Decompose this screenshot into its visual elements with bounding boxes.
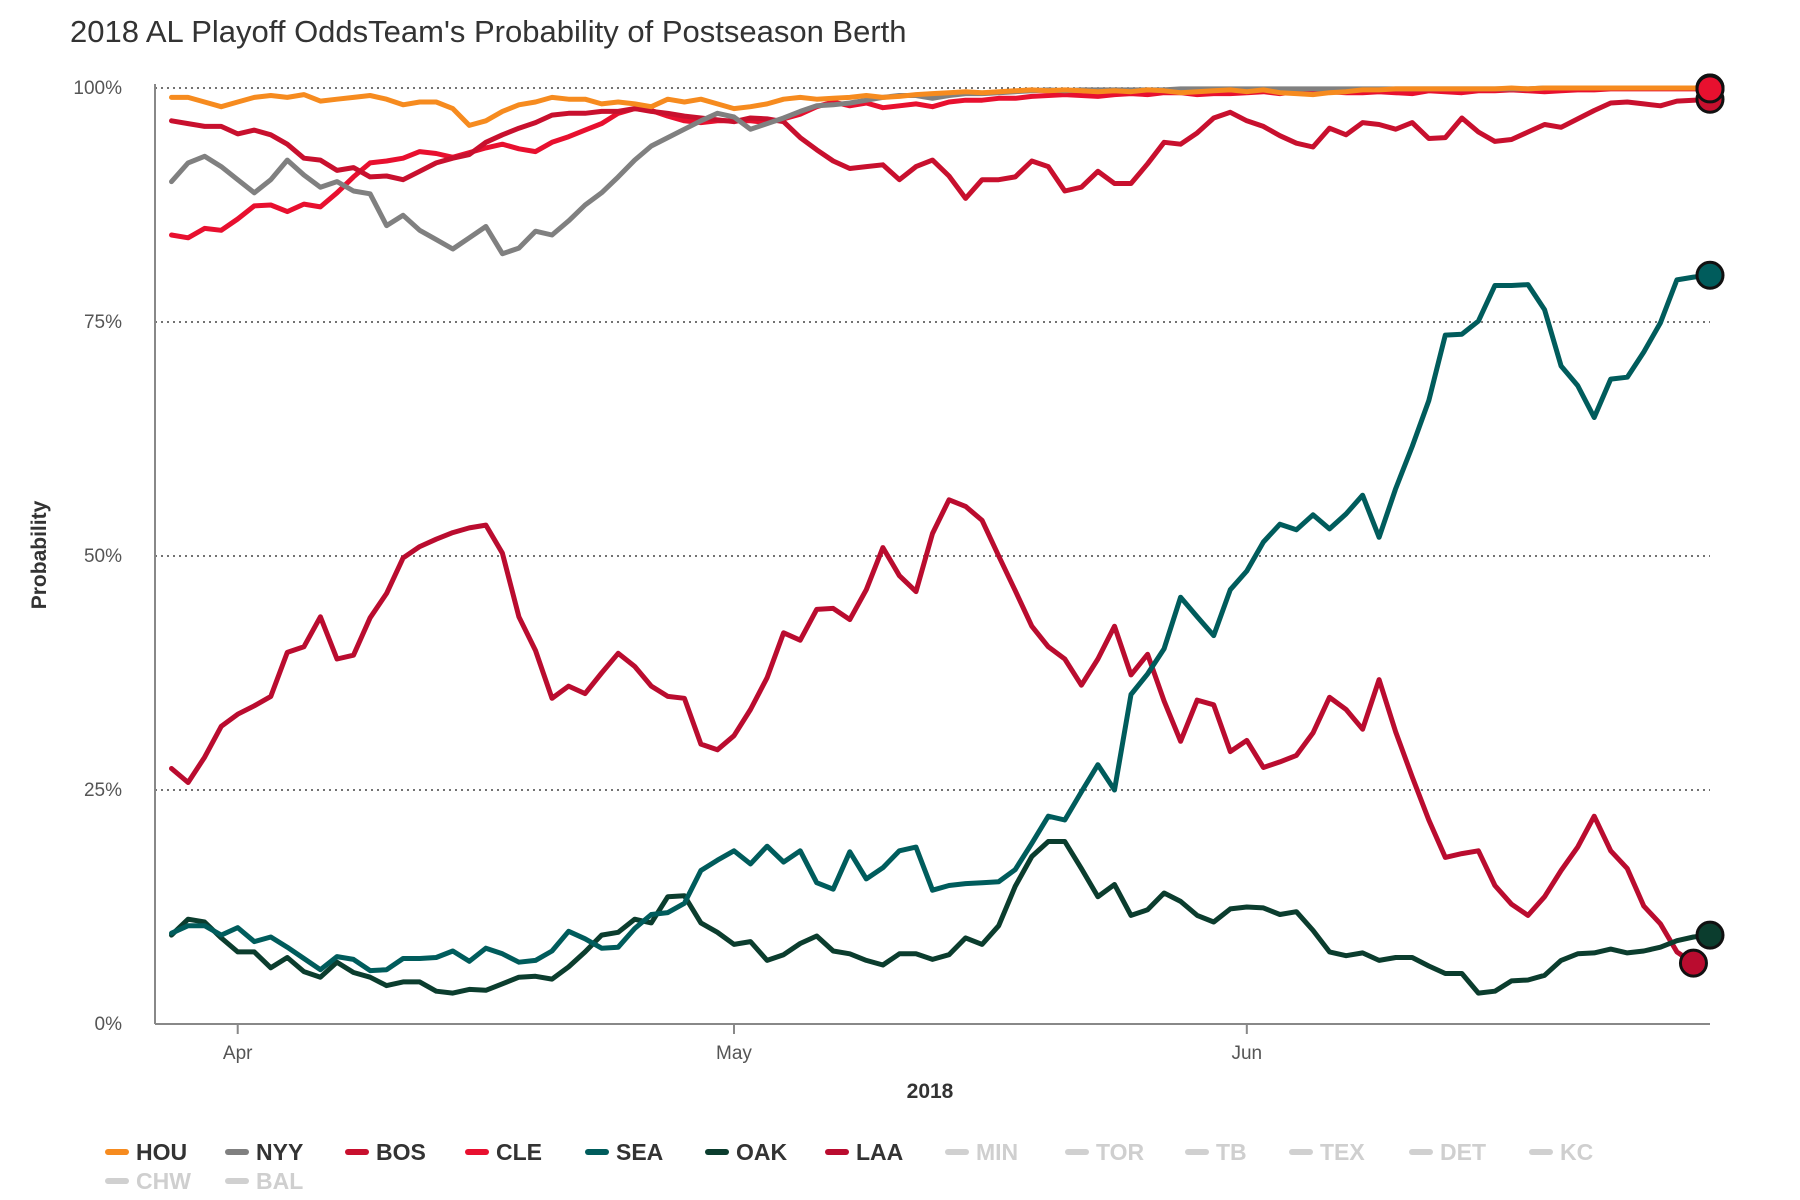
grid-lines (155, 87, 1710, 791)
end-markers (1678, 73, 1725, 978)
end-marker-cle (1695, 74, 1725, 104)
legend-label-bos: BOS (376, 1139, 426, 1165)
series-line-laa (169, 497, 1696, 966)
legend-label-laa: LAA (856, 1139, 903, 1165)
x-tick-label: May (716, 1043, 752, 1064)
legend-label-min: MIN (976, 1139, 1018, 1165)
legend-label-cle: CLE (496, 1139, 542, 1165)
x-axis-title: 2018 (907, 1080, 954, 1103)
y-tick-label: 75% (84, 312, 122, 333)
legend-label-nyy: NYY (256, 1139, 303, 1165)
legend: HOU NYY BOS CLE SEA OAK LAA MIN TOR TB TEX DET KC CHW… (105, 1139, 1593, 1194)
legend-label-kc: KC (1560, 1139, 1593, 1165)
y-tick-label: 25% (84, 780, 122, 801)
end-marker-sea (1695, 260, 1725, 290)
legend-label-tex: TEX (1320, 1139, 1365, 1165)
legend-label-tor: TOR (1096, 1139, 1145, 1165)
legend-label-sea: SEA (616, 1139, 663, 1165)
series-lines (169, 85, 1713, 996)
series-line-bos (169, 96, 1713, 201)
x-tick-label: Apr (223, 1043, 253, 1064)
legend-label-det: DET (1440, 1139, 1486, 1165)
legend-label-bal: BAL (256, 1168, 303, 1194)
series-line-oak (169, 839, 1713, 996)
y-tick-label: 100% (73, 78, 122, 99)
y-tick-label: 50% (84, 546, 122, 567)
series-line-hou (169, 85, 1713, 128)
series-line-sea (169, 272, 1713, 974)
x-tick-label: Jun (1231, 1043, 1262, 1064)
chart-title: 2018 AL Playoff OddsTeam's Probability o… (70, 14, 907, 49)
end-marker-oak (1695, 920, 1725, 950)
legend-label-hou: HOU (136, 1139, 187, 1165)
y-tick-label: 0% (95, 1014, 123, 1035)
axes: 2018 Probability 0% 25% 50% 75% 100% Apr May Ju… (28, 78, 1710, 1103)
legend-label-chw: CHW (136, 1168, 191, 1194)
y-axis-title: Probability (28, 500, 51, 609)
series-line-cle (169, 86, 1713, 241)
end-marker-laa (1678, 948, 1708, 978)
legend-label-oak: OAK (736, 1139, 788, 1165)
legend-label-tb: TB (1216, 1139, 1247, 1165)
